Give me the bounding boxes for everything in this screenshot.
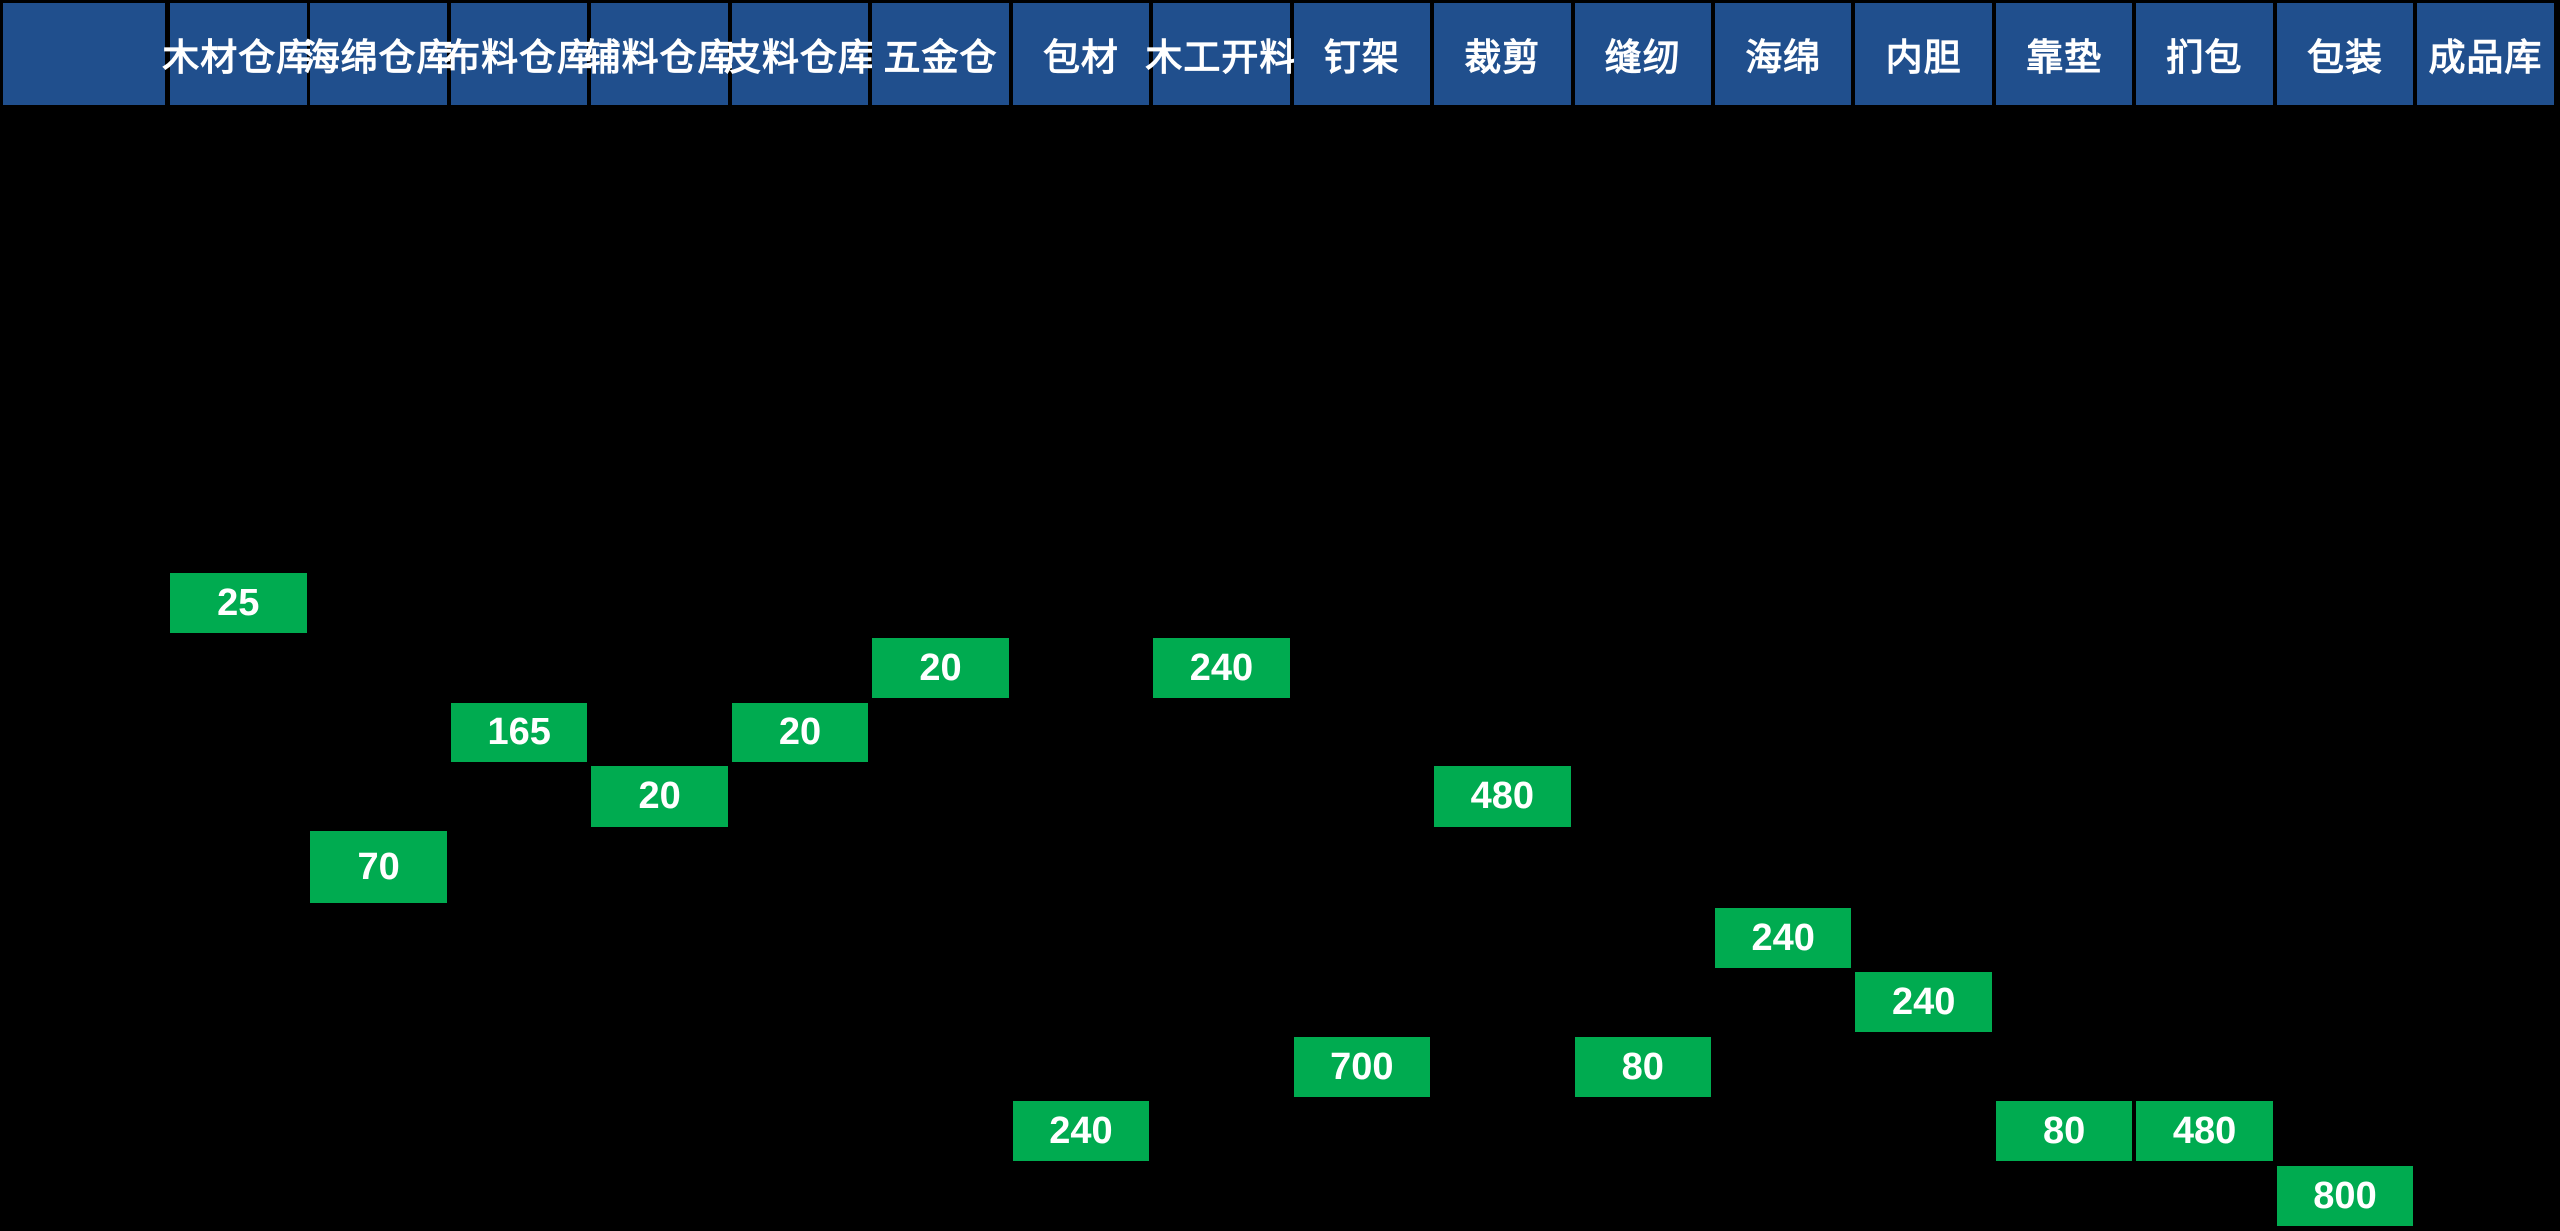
qty-cell-leather-warehouse[interactable]: 20 — [731, 703, 869, 762]
header-cell-packing[interactable]: 包装 — [2276, 3, 2414, 105]
header-cell-woodwork-cutting[interactable]: 木工开料 — [1145, 3, 1296, 105]
qty-cell-sponge[interactable]: 240 — [1714, 908, 1852, 968]
qty-cell-nailing-frame[interactable]: 700 — [1293, 1037, 1431, 1097]
header-cell-inner-liner[interactable]: 内胆 — [1855, 3, 1992, 105]
header-cell-cutting[interactable]: 裁剪 — [1434, 3, 1571, 105]
header-cell-sewing[interactable]: 缝纫 — [1574, 3, 1711, 105]
qty-cell-wood-warehouse[interactable]: 25 — [170, 573, 307, 633]
qty-cell-cutting[interactable]: 480 — [1434, 766, 1571, 827]
qty-cell-accessory-warehouse[interactable]: 20 — [591, 766, 728, 827]
header-cell-wood-warehouse[interactable]: 木材仓库 — [162, 3, 313, 105]
header-cell-fabric-warehouse[interactable]: 布料仓库 — [443, 3, 594, 105]
qty-cell-inner-liner[interactable]: 240 — [1855, 972, 1992, 1032]
qty-cell-packing-material[interactable]: 240 — [1012, 1101, 1150, 1161]
qty-cell-cushion[interactable]: 80 — [1995, 1101, 2133, 1161]
header-cell-sponge-warehouse[interactable]: 海绵仓库 — [303, 3, 454, 105]
qty-cell-sewing[interactable]: 80 — [1574, 1037, 1711, 1097]
qty-cell-sponge-warehouse[interactable]: 70 — [310, 831, 447, 903]
header-cell-hardware-warehouse[interactable]: 五金仓 — [872, 3, 1009, 105]
header-cell-sponge[interactable]: 海绵 — [1714, 3, 1852, 105]
header-cell-packing-material[interactable]: 包材 — [1012, 3, 1150, 105]
header-cell-cushion[interactable]: 靠垫 — [1995, 3, 2133, 105]
qty-cell-packing[interactable]: 800 — [2276, 1166, 2414, 1226]
qty-cell-fabric-warehouse[interactable]: 165 — [450, 703, 588, 762]
header-cell-accessory-warehouse[interactable]: 辅料仓库 — [584, 3, 735, 105]
header-cell-nailing-frame[interactable]: 钉架 — [1293, 3, 1431, 105]
qty-cell-hardware-warehouse[interactable]: 20 — [872, 638, 1009, 698]
header-cell-leather-warehouse[interactable]: 皮料仓库 — [724, 3, 875, 105]
header-cell-upholstery[interactable]: 扪包 — [2136, 3, 2273, 105]
qty-cell-upholstery[interactable]: 480 — [2136, 1101, 2273, 1161]
header-cell-finished-goods-warehouse[interactable]: 成品库 — [2417, 3, 2554, 105]
header-cell-blank[interactable] — [3, 3, 165, 105]
qty-cell-woodwork-cutting[interactable]: 240 — [1153, 638, 1290, 698]
